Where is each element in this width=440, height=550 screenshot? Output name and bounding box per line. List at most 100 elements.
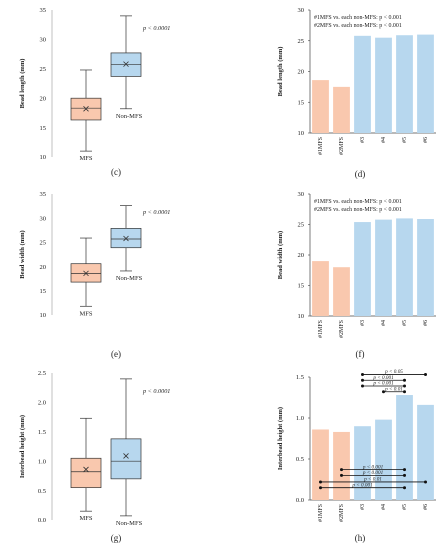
significance-note: #1MFS vs. each non-MFS: p < 0.001	[314, 199, 402, 205]
comparison-end-dot	[403, 384, 406, 388]
y-tick-label: 1.5	[296, 374, 304, 381]
y-tick-label: 15	[40, 288, 47, 295]
y-tick-label: 30	[40, 215, 47, 222]
mean-marker	[123, 453, 129, 459]
bar-2MFS	[333, 267, 350, 316]
y-tick-label: 15	[40, 125, 47, 132]
comparison-start-dot	[319, 480, 322, 484]
y-axis-title: Bead length (mm)	[19, 59, 26, 109]
box-label: Non-MFS	[116, 275, 143, 282]
box-non-mfs: Non-MFS	[110, 205, 143, 282]
y-tick-label: 0.5	[38, 488, 46, 495]
panel-c: 10 15 20 25 30 35 Bead length (mm) (c) MFS Non-MF…	[19, 7, 170, 177]
x-tick-label: #6	[423, 137, 429, 143]
comparison-end-dot	[424, 480, 427, 484]
x-tick-label: #1MFS	[318, 504, 324, 522]
panel-label: (e)	[111, 349, 121, 359]
comparison-label: p < 0.001	[362, 470, 384, 476]
y-tick-label: 15	[298, 283, 305, 290]
p-value-label: p < 0.0001	[142, 388, 170, 395]
x-tick-label: #4	[381, 504, 387, 510]
significance-note: #2MFS vs. each non-MFS: p < 0.001	[314, 207, 402, 213]
comparison-label: p < 0.001	[362, 464, 384, 470]
y-tick-label: 20	[40, 264, 47, 271]
comparison-end-dot	[403, 468, 406, 472]
y-tick-label: 10	[298, 313, 305, 320]
bar-1MFS	[312, 429, 329, 500]
bar-5	[396, 395, 413, 500]
x-tick-label: #4	[381, 320, 387, 326]
comparison-start-dot	[340, 468, 343, 472]
x-tick-label: #3	[360, 137, 366, 143]
x-tick-label: #4	[381, 137, 387, 143]
comparison-bracket: p < 0.001	[319, 482, 406, 490]
mean-marker	[83, 270, 89, 277]
comparison-end-dot	[403, 486, 406, 490]
comparison-start-dot	[361, 378, 364, 382]
y-tick-label: 25	[40, 66, 47, 73]
comparison-start-dot	[361, 373, 364, 377]
y-tick-label: 0.0	[38, 517, 46, 524]
panel-f: 10 15 20 25 30 Bead width (mm) (f) #1MFS #2MFS #3…	[277, 191, 436, 359]
y-tick-label: 35	[40, 7, 47, 14]
x-tick-label: #3	[360, 320, 366, 326]
comparison-bracket: p < 0.001	[361, 381, 406, 388]
comparison-start-dot	[361, 384, 364, 388]
bar-6	[417, 34, 434, 133]
y-tick-label: 10	[298, 130, 305, 137]
comparison-end-dot	[403, 473, 406, 477]
bar-6	[417, 219, 434, 316]
bar-2MFS	[333, 86, 350, 133]
y-tick-label: 25	[298, 222, 305, 229]
y-tick-label: 10	[40, 312, 47, 319]
bar-4	[375, 219, 392, 316]
x-tick-label: #5	[402, 504, 408, 510]
comparison-label: p < 0.01	[384, 386, 403, 392]
bar-1MFS	[312, 80, 329, 133]
comparison-label: p < 0.001	[351, 482, 373, 488]
bar-4	[375, 37, 392, 133]
comparison-bracket: p < 0.001	[340, 470, 406, 477]
box-mfs: MFS	[70, 69, 102, 162]
y-axis-title: Interbead height (mm)	[19, 415, 26, 478]
box-mfs: MFS	[70, 237, 102, 317]
comparison-bracket: p < 0.01	[319, 477, 427, 484]
significance-note: #1MFS vs. each non-MFS: p < 0.001	[314, 15, 402, 21]
bar-2MFS	[333, 431, 350, 500]
comparison-start-dot	[382, 390, 385, 394]
x-tick-label: #5	[402, 137, 408, 143]
mean-marker	[123, 235, 129, 242]
comparison-bracket: p < 0.05	[361, 369, 427, 377]
box-non-mfs: Non-MFS	[110, 378, 143, 527]
y-tick-label: 1.0	[296, 415, 304, 422]
y-axis-title: Bead width (mm)	[277, 231, 284, 279]
bar-5	[396, 35, 413, 134]
comparison-end-dot	[403, 378, 406, 382]
box-mfs: MFS	[70, 417, 102, 522]
y-tick-label: 2.5	[38, 370, 46, 377]
bar-4	[375, 419, 392, 500]
comparison-start-dot	[319, 486, 322, 490]
p-value-label: p < 0.0001	[142, 209, 170, 216]
y-tick-label: 0.5	[296, 456, 304, 463]
bar-1MFS	[312, 261, 329, 316]
y-tick-label: 1.5	[38, 429, 46, 436]
y-tick-label: 20	[40, 95, 47, 102]
bar-3	[354, 426, 371, 500]
panel-d: 10 15 20 25 30 Bead length (mm) (d) #1MFS #2MFS #…	[277, 7, 436, 179]
y-tick-label: 30	[298, 191, 305, 198]
y-tick-label: 20	[298, 252, 305, 259]
x-tick-label: #1MFS	[318, 320, 324, 338]
y-tick-label: 25	[298, 38, 305, 45]
comparison-label: p < 0.001	[372, 375, 394, 381]
p-value-label: p < 0.0001	[142, 25, 170, 32]
box-label: Non-MFS	[116, 113, 143, 120]
bar-3	[354, 222, 371, 316]
y-tick-label: 0.0	[296, 497, 304, 504]
significance-note: #2MFS vs. each non-MFS: p < 0.001	[314, 23, 402, 29]
iqr-box	[110, 438, 142, 480]
x-tick-label: #6	[423, 504, 429, 510]
comparison-start-dot	[340, 473, 343, 477]
comparison-label: p < 0.001	[372, 381, 394, 387]
